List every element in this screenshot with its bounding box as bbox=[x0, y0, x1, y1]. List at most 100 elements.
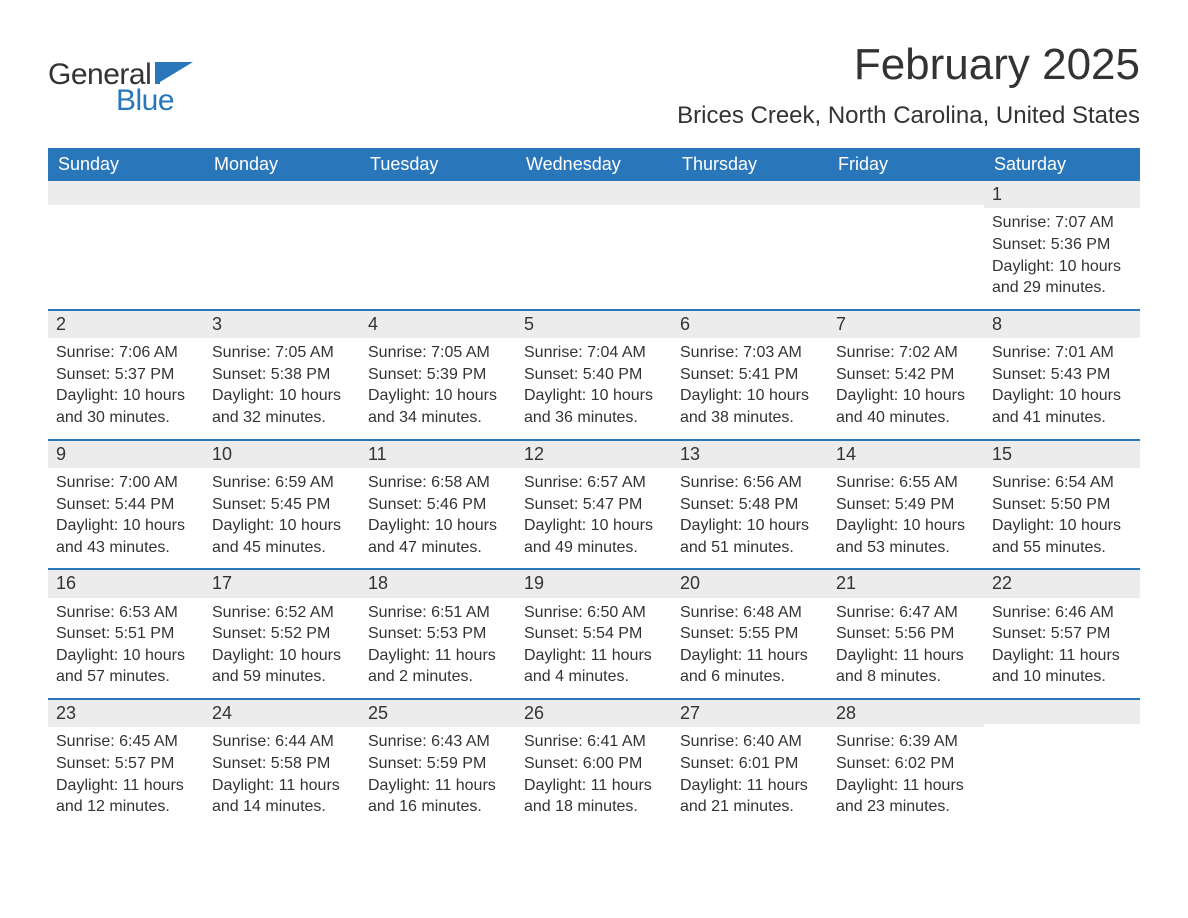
day-daylight2: and 38 minutes. bbox=[680, 407, 820, 429]
day-daylight1: Daylight: 11 hours bbox=[368, 645, 508, 667]
day-content bbox=[516, 205, 672, 219]
day-daylight1: Daylight: 10 hours bbox=[368, 385, 508, 407]
day-cell: 2Sunrise: 7:06 AMSunset: 5:37 PMDaylight… bbox=[48, 311, 204, 439]
day-sunset: Sunset: 5:50 PM bbox=[992, 494, 1132, 516]
day-number: 4 bbox=[360, 311, 516, 338]
day-content: Sunrise: 6:43 AMSunset: 5:59 PMDaylight:… bbox=[360, 727, 516, 827]
weekday-wednesday: Wednesday bbox=[516, 148, 672, 181]
day-sunrise: Sunrise: 7:05 AM bbox=[212, 342, 352, 364]
day-number bbox=[672, 181, 828, 205]
day-daylight1: Daylight: 10 hours bbox=[680, 515, 820, 537]
day-sunset: Sunset: 5:42 PM bbox=[836, 364, 976, 386]
day-daylight2: and 12 minutes. bbox=[56, 796, 196, 818]
day-number: 3 bbox=[204, 311, 360, 338]
day-cell bbox=[48, 181, 204, 309]
day-number: 7 bbox=[828, 311, 984, 338]
day-content: Sunrise: 7:06 AMSunset: 5:37 PMDaylight:… bbox=[48, 338, 204, 438]
day-daylight2: and 16 minutes. bbox=[368, 796, 508, 818]
day-sunset: Sunset: 5:47 PM bbox=[524, 494, 664, 516]
weekday-thursday: Thursday bbox=[672, 148, 828, 181]
month-title: February 2025 bbox=[677, 40, 1140, 90]
day-content: Sunrise: 6:59 AMSunset: 5:45 PMDaylight:… bbox=[204, 468, 360, 568]
day-sunrise: Sunrise: 6:46 AM bbox=[992, 602, 1132, 624]
day-daylight2: and 40 minutes. bbox=[836, 407, 976, 429]
day-sunrise: Sunrise: 6:57 AM bbox=[524, 472, 664, 494]
day-cell: 6Sunrise: 7:03 AMSunset: 5:41 PMDaylight… bbox=[672, 311, 828, 439]
day-content: Sunrise: 7:05 AMSunset: 5:38 PMDaylight:… bbox=[204, 338, 360, 438]
day-cell bbox=[984, 700, 1140, 828]
day-sunset: Sunset: 5:53 PM bbox=[368, 623, 508, 645]
week-row: 9Sunrise: 7:00 AMSunset: 5:44 PMDaylight… bbox=[48, 439, 1140, 569]
day-daylight1: Daylight: 11 hours bbox=[524, 645, 664, 667]
day-cell: 1Sunrise: 7:07 AMSunset: 5:36 PMDaylight… bbox=[984, 181, 1140, 309]
day-number: 21 bbox=[828, 570, 984, 597]
day-cell: 4Sunrise: 7:05 AMSunset: 5:39 PMDaylight… bbox=[360, 311, 516, 439]
day-daylight1: Daylight: 11 hours bbox=[992, 645, 1132, 667]
calendar: Sunday Monday Tuesday Wednesday Thursday… bbox=[48, 148, 1140, 828]
day-content: Sunrise: 7:01 AMSunset: 5:43 PMDaylight:… bbox=[984, 338, 1140, 438]
day-number bbox=[828, 181, 984, 205]
day-sunrise: Sunrise: 6:39 AM bbox=[836, 731, 976, 753]
day-daylight1: Daylight: 11 hours bbox=[680, 645, 820, 667]
day-daylight2: and 6 minutes. bbox=[680, 666, 820, 688]
day-sunrise: Sunrise: 6:48 AM bbox=[680, 602, 820, 624]
day-daylight2: and 32 minutes. bbox=[212, 407, 352, 429]
day-sunrise: Sunrise: 7:01 AM bbox=[992, 342, 1132, 364]
day-cell: 3Sunrise: 7:05 AMSunset: 5:38 PMDaylight… bbox=[204, 311, 360, 439]
day-sunrise: Sunrise: 6:58 AM bbox=[368, 472, 508, 494]
day-daylight2: and 43 minutes. bbox=[56, 537, 196, 559]
weekday-saturday: Saturday bbox=[984, 148, 1140, 181]
day-daylight1: Daylight: 11 hours bbox=[524, 775, 664, 797]
day-content: Sunrise: 6:52 AMSunset: 5:52 PMDaylight:… bbox=[204, 598, 360, 698]
week-row: 1Sunrise: 7:07 AMSunset: 5:36 PMDaylight… bbox=[48, 181, 1140, 309]
day-daylight1: Daylight: 10 hours bbox=[836, 515, 976, 537]
day-cell: 11Sunrise: 6:58 AMSunset: 5:46 PMDayligh… bbox=[360, 441, 516, 569]
day-cell: 5Sunrise: 7:04 AMSunset: 5:40 PMDaylight… bbox=[516, 311, 672, 439]
day-number: 23 bbox=[48, 700, 204, 727]
weekday-header-row: Sunday Monday Tuesday Wednesday Thursday… bbox=[48, 148, 1140, 181]
day-daylight1: Daylight: 10 hours bbox=[212, 645, 352, 667]
day-cell: 15Sunrise: 6:54 AMSunset: 5:50 PMDayligh… bbox=[984, 441, 1140, 569]
day-daylight2: and 51 minutes. bbox=[680, 537, 820, 559]
day-sunset: Sunset: 6:02 PM bbox=[836, 753, 976, 775]
day-daylight2: and 34 minutes. bbox=[368, 407, 508, 429]
location-label: Brices Creek, North Carolina, United Sta… bbox=[677, 102, 1140, 130]
day-content: Sunrise: 7:04 AMSunset: 5:40 PMDaylight:… bbox=[516, 338, 672, 438]
day-sunrise: Sunrise: 7:07 AM bbox=[992, 212, 1132, 234]
day-sunset: Sunset: 5:56 PM bbox=[836, 623, 976, 645]
day-content bbox=[204, 205, 360, 219]
day-sunset: Sunset: 5:45 PM bbox=[212, 494, 352, 516]
day-number bbox=[204, 181, 360, 205]
day-cell: 12Sunrise: 6:57 AMSunset: 5:47 PMDayligh… bbox=[516, 441, 672, 569]
day-sunset: Sunset: 5:54 PM bbox=[524, 623, 664, 645]
day-content bbox=[672, 205, 828, 219]
title-block: February 2025 Brices Creek, North Caroli… bbox=[677, 40, 1140, 130]
day-daylight1: Daylight: 10 hours bbox=[524, 385, 664, 407]
day-daylight1: Daylight: 10 hours bbox=[524, 515, 664, 537]
day-daylight2: and 8 minutes. bbox=[836, 666, 976, 688]
day-cell: 16Sunrise: 6:53 AMSunset: 5:51 PMDayligh… bbox=[48, 570, 204, 698]
day-sunrise: Sunrise: 6:55 AM bbox=[836, 472, 976, 494]
day-daylight1: Daylight: 11 hours bbox=[836, 645, 976, 667]
day-cell: 10Sunrise: 6:59 AMSunset: 5:45 PMDayligh… bbox=[204, 441, 360, 569]
day-cell: 23Sunrise: 6:45 AMSunset: 5:57 PMDayligh… bbox=[48, 700, 204, 828]
day-cell bbox=[516, 181, 672, 309]
day-cell: 20Sunrise: 6:48 AMSunset: 5:55 PMDayligh… bbox=[672, 570, 828, 698]
day-content bbox=[984, 724, 1140, 738]
day-number: 14 bbox=[828, 441, 984, 468]
day-number: 13 bbox=[672, 441, 828, 468]
day-number: 24 bbox=[204, 700, 360, 727]
day-cell: 7Sunrise: 7:02 AMSunset: 5:42 PMDaylight… bbox=[828, 311, 984, 439]
day-sunset: Sunset: 5:39 PM bbox=[368, 364, 508, 386]
day-content: Sunrise: 6:47 AMSunset: 5:56 PMDaylight:… bbox=[828, 598, 984, 698]
day-content: Sunrise: 6:46 AMSunset: 5:57 PMDaylight:… bbox=[984, 598, 1140, 698]
day-number: 6 bbox=[672, 311, 828, 338]
day-daylight1: Daylight: 11 hours bbox=[56, 775, 196, 797]
day-sunrise: Sunrise: 6:41 AM bbox=[524, 731, 664, 753]
day-daylight1: Daylight: 11 hours bbox=[680, 775, 820, 797]
day-daylight2: and 57 minutes. bbox=[56, 666, 196, 688]
day-number: 18 bbox=[360, 570, 516, 597]
day-daylight2: and 10 minutes. bbox=[992, 666, 1132, 688]
day-sunset: Sunset: 5:36 PM bbox=[992, 234, 1132, 256]
day-sunset: Sunset: 5:48 PM bbox=[680, 494, 820, 516]
